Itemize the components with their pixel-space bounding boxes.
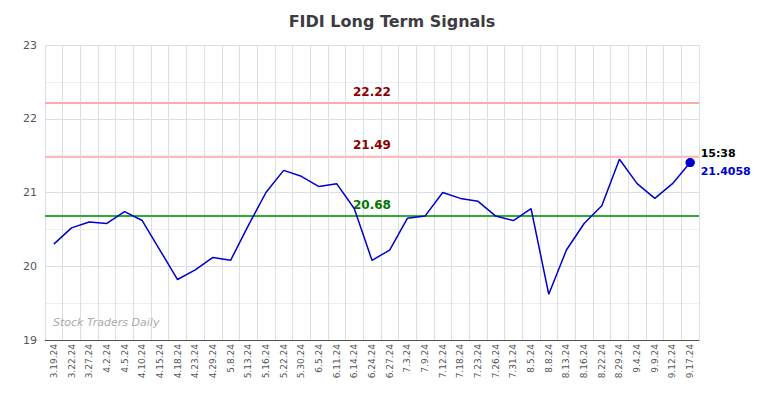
svg-text:8.22.24: 8.22.24 <box>597 344 607 379</box>
svg-text:5.30.24: 5.30.24 <box>296 344 306 379</box>
svg-text:7.18.24: 7.18.24 <box>455 344 465 379</box>
svg-text:5.16.24: 5.16.24 <box>261 344 271 379</box>
svg-text:15:38: 15:38 <box>701 147 736 160</box>
svg-text:6.11.24: 6.11.24 <box>332 344 342 379</box>
svg-text:21: 21 <box>23 186 37 199</box>
svg-text:7.26.24: 7.26.24 <box>491 344 501 379</box>
svg-text:21.49: 21.49 <box>353 138 391 152</box>
svg-text:4.15.24: 4.15.24 <box>155 344 165 379</box>
svg-text:6.14.24: 6.14.24 <box>349 344 359 379</box>
svg-text:8.16.24: 8.16.24 <box>579 344 589 379</box>
svg-text:3.19.24: 3.19.24 <box>49 344 59 379</box>
svg-text:8.8.24: 8.8.24 <box>544 344 554 373</box>
svg-text:5.22.24: 5.22.24 <box>279 344 289 379</box>
svg-text:22: 22 <box>23 112 37 125</box>
svg-text:19: 19 <box>23 334 37 347</box>
svg-text:4.2.24: 4.2.24 <box>102 344 112 373</box>
svg-text:21.4058: 21.4058 <box>701 165 751 178</box>
svg-text:4.23.24: 4.23.24 <box>190 344 200 379</box>
svg-text:3.22.24: 3.22.24 <box>67 344 77 379</box>
svg-text:8.29.24: 8.29.24 <box>614 344 624 379</box>
svg-text:4.10.24: 4.10.24 <box>137 344 147 379</box>
svg-text:5.8.24: 5.8.24 <box>226 344 236 373</box>
svg-text:FIDI Long Term Signals: FIDI Long Term Signals <box>289 12 496 31</box>
svg-text:6.24.24: 6.24.24 <box>367 344 377 379</box>
svg-text:9.4.24: 9.4.24 <box>632 344 642 373</box>
svg-text:8.5.24: 8.5.24 <box>526 344 536 373</box>
svg-text:22.22: 22.22 <box>353 85 391 99</box>
svg-text:9.9.24: 9.9.24 <box>650 344 660 373</box>
svg-text:7.23.24: 7.23.24 <box>473 344 483 379</box>
svg-text:7.9.24: 7.9.24 <box>420 344 430 373</box>
svg-text:Stock Traders Daily: Stock Traders Daily <box>53 316 160 329</box>
svg-text:3.27.24: 3.27.24 <box>84 344 94 379</box>
svg-text:7.31.24: 7.31.24 <box>508 344 518 379</box>
svg-text:23: 23 <box>23 39 37 52</box>
svg-text:4.18.24: 4.18.24 <box>173 344 183 379</box>
svg-text:7.12.24: 7.12.24 <box>438 344 448 379</box>
svg-text:20.68: 20.68 <box>353 198 391 212</box>
svg-text:4.5.24: 4.5.24 <box>120 344 130 373</box>
svg-text:7.3.24: 7.3.24 <box>402 344 412 373</box>
svg-text:9.12.24: 9.12.24 <box>667 344 677 379</box>
svg-text:6.5.24: 6.5.24 <box>314 344 324 373</box>
svg-text:9.17.24: 9.17.24 <box>685 344 695 379</box>
svg-text:8.13.24: 8.13.24 <box>561 344 571 379</box>
svg-text:6.27.24: 6.27.24 <box>385 344 395 379</box>
svg-text:4.29.24: 4.29.24 <box>208 344 218 379</box>
svg-text:5.13.24: 5.13.24 <box>243 344 253 379</box>
svg-text:20: 20 <box>23 260 37 273</box>
